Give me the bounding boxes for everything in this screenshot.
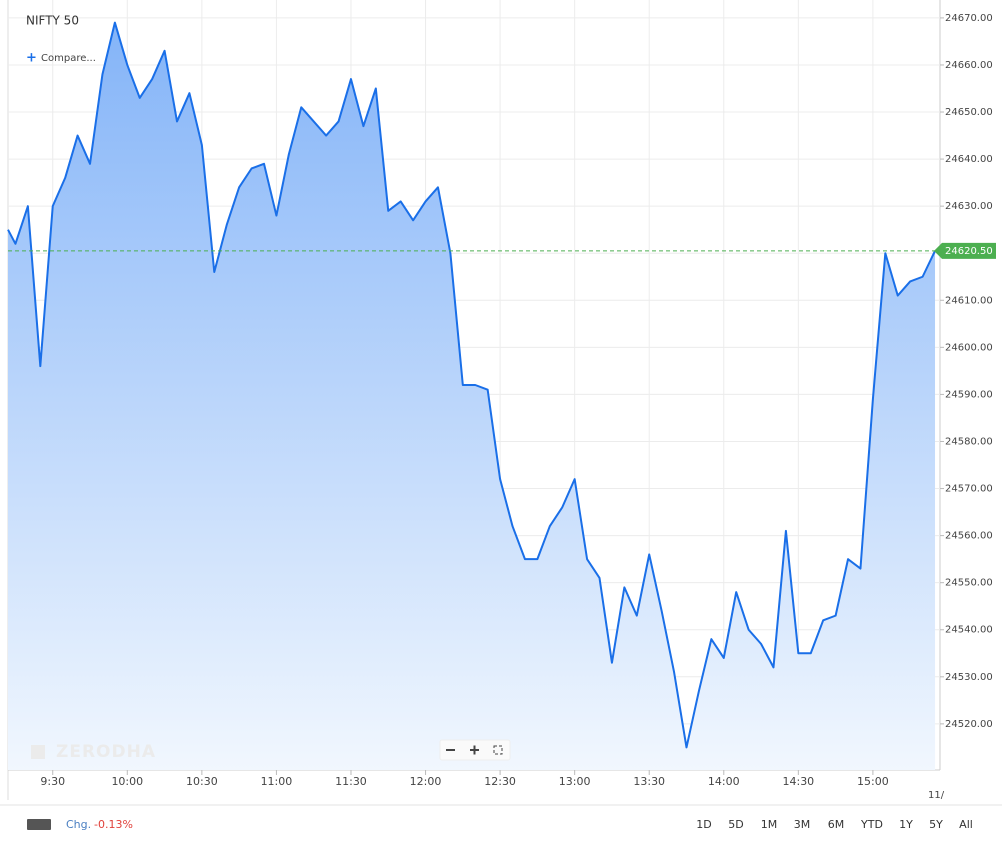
range-button[interactable]: YTD: [860, 818, 883, 831]
y-tick-label: 24520.00: [945, 719, 993, 730]
x-tick-label: 11:30: [335, 775, 367, 788]
x-tick-label: 12:00: [410, 775, 442, 788]
watermark-logo: [31, 745, 45, 759]
y-tick-label: 24530.00: [945, 672, 993, 683]
y-tick-label: 24660.00: [945, 60, 993, 71]
y-tick-label: 24580.00: [945, 436, 993, 447]
x-tick-label: 14:30: [782, 775, 814, 788]
keyboard-icon[interactable]: [27, 819, 51, 830]
y-tick-label: 24550.00: [945, 578, 993, 589]
y-tick-label: 24630.00: [945, 201, 993, 212]
y-tick-label: 24670.00: [945, 13, 993, 24]
compare-button[interactable]: Compare...: [41, 53, 96, 64]
range-button[interactable]: All: [959, 818, 973, 831]
chart-title: NIFTY 50: [26, 14, 79, 28]
x-tick-label: 11:00: [261, 775, 293, 788]
fullscreen[interactable]: [493, 745, 503, 755]
range-button[interactable]: 5D: [728, 818, 743, 831]
last-price-tag: [934, 242, 996, 259]
y-tick-label: 24650.00: [945, 107, 993, 118]
change-value: -0.13%: [94, 818, 133, 831]
range-button[interactable]: 3M: [794, 818, 811, 831]
last-price-label: 24620.50: [945, 246, 993, 257]
date-stub: 11/: [928, 790, 945, 801]
change-label: Chg.: [66, 818, 91, 831]
y-tick-label: 24600.00: [945, 342, 993, 353]
range-button[interactable]: 6M: [828, 818, 845, 831]
x-tick-label: 10:00: [111, 775, 143, 788]
price-area: [8, 22, 936, 771]
watermark: ZERODHA: [56, 742, 156, 762]
y-tick-label: 24610.00: [945, 295, 993, 306]
y-tick-label: 24540.00: [945, 625, 993, 636]
price-line: [7, 21, 936, 749]
x-tick-label: 10:30: [186, 775, 218, 788]
range-button[interactable]: 5Y: [929, 818, 943, 831]
y-tick-label: 24640.00: [945, 154, 993, 165]
range-button[interactable]: 1Y: [899, 818, 913, 831]
x-tick-label: 13:30: [633, 775, 665, 788]
y-tick-label: 24560.00: [945, 531, 993, 542]
compare-plus[interactable]: +: [26, 51, 37, 66]
x-tick-label: 12:30: [484, 775, 516, 788]
x-tick-label: 9:30: [40, 775, 65, 788]
y-tick-label: 24570.00: [945, 484, 993, 495]
x-tick-label: 14:00: [708, 775, 740, 788]
range-button[interactable]: 1D: [696, 818, 711, 831]
x-tick-label: 13:00: [559, 775, 591, 788]
x-tick-label: 15:00: [857, 775, 889, 788]
y-tick-label: 24590.00: [945, 389, 993, 400]
range-button[interactable]: 1M: [761, 818, 778, 831]
